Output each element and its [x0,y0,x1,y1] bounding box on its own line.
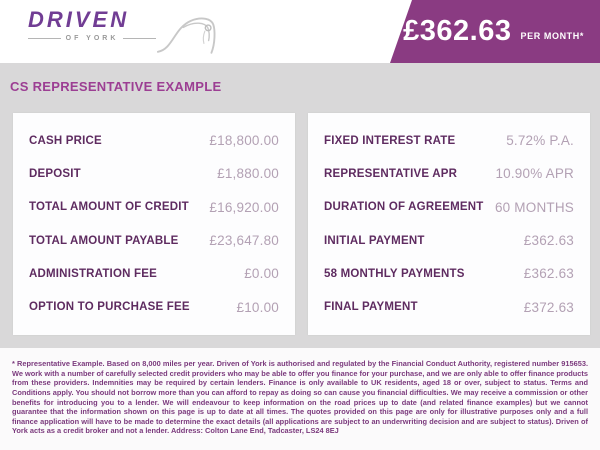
table-row: ADMINISTRATION FEE £0.00 [29,257,279,290]
disclaimer-section: * Representative Example. Based on 8,000… [0,348,600,450]
table-row: 58 MONTHLY PAYMENTS £362.63 [324,257,574,290]
table-row: CASH PRICE £18,800.00 [29,124,279,157]
table-row: INITIAL PAYMENT £362.63 [324,224,574,257]
table-row: TOTAL AMOUNT PAYABLE £23,647.80 [29,224,279,257]
row-value: £18,800.00 [209,133,279,149]
row-label: TOTAL AMOUNT OF CREDIT [29,201,189,214]
row-label: TOTAL AMOUNT PAYABLE [29,234,179,247]
row-value: £0.00 [244,266,279,282]
monthly-price-period: PER MONTH* [520,31,584,41]
table-row: FIXED INTEREST RATE 5.72% P.A. [324,124,574,157]
row-value: £362.63 [523,233,574,249]
row-value: 60 MONTHS [494,199,574,215]
row-label: FIXED INTEREST RATE [324,134,456,147]
row-label: FINAL PAYMENT [324,301,418,314]
row-label: REPRESENTATIVE APR [324,167,458,180]
header-bar: DRIVEN OF YORK £362.63 PER MONTH* [0,0,600,63]
row-label: CASH PRICE [29,134,102,147]
row-value: £23,647.80 [209,233,279,249]
row-value: 10.90% APR [495,166,574,182]
table-row: DURATION OF AGREEMENT 60 MONTHS [324,191,574,224]
table-row: TOTAL AMOUNT OF CREDIT £16,920.00 [29,191,279,224]
row-label: DEPOSIT [29,167,81,180]
dealer-logo: DRIVEN OF YORK [28,7,216,57]
row-label: ADMINISTRATION FEE [29,267,157,280]
logo-wordmark: DRIVEN [28,7,130,32]
row-value: £1,880.00 [217,166,279,182]
logo-subtitle-row: OF YORK [28,35,157,42]
logo-divider-left [28,38,61,39]
finance-panel-rates: FIXED INTEREST RATE 5.72% P.A. REPRESENT… [308,113,590,335]
row-value: £362.63 [523,266,574,282]
section-title: CS REPRESENTATIVE EXAMPLE [10,79,222,94]
row-label: OPTION TO PURCHASE FEE [29,301,190,314]
table-row: DEPOSIT £1,880.00 [29,157,279,190]
row-label: INITIAL PAYMENT [324,234,425,247]
row-value: £10.00 [236,299,279,315]
logo-divider-right [123,38,157,39]
row-label: 58 MONTHLY PAYMENTS [324,267,465,280]
table-row: FINAL PAYMENT £372.63 [324,290,574,323]
row-value: 5.72% P.A. [506,133,574,149]
table-row: OPTION TO PURCHASE FEE £10.00 [29,290,279,323]
logo-subtitle: OF YORK [65,35,119,42]
monthly-price-amount: £362.63 [403,15,512,47]
finance-panel-amounts: CASH PRICE £18,800.00 DEPOSIT £1,880.00 … [13,113,295,335]
monthly-price-banner: £362.63 PER MONTH* [390,0,600,63]
row-value: £16,920.00 [209,199,279,215]
row-label: DURATION OF AGREEMENT [324,201,484,214]
car-outline-icon [156,11,218,62]
row-value: £372.63 [523,299,574,315]
table-row: REPRESENTATIVE APR 10.90% APR [324,157,574,190]
disclaimer-text: * Representative Example. Based on 8,000… [12,359,588,436]
